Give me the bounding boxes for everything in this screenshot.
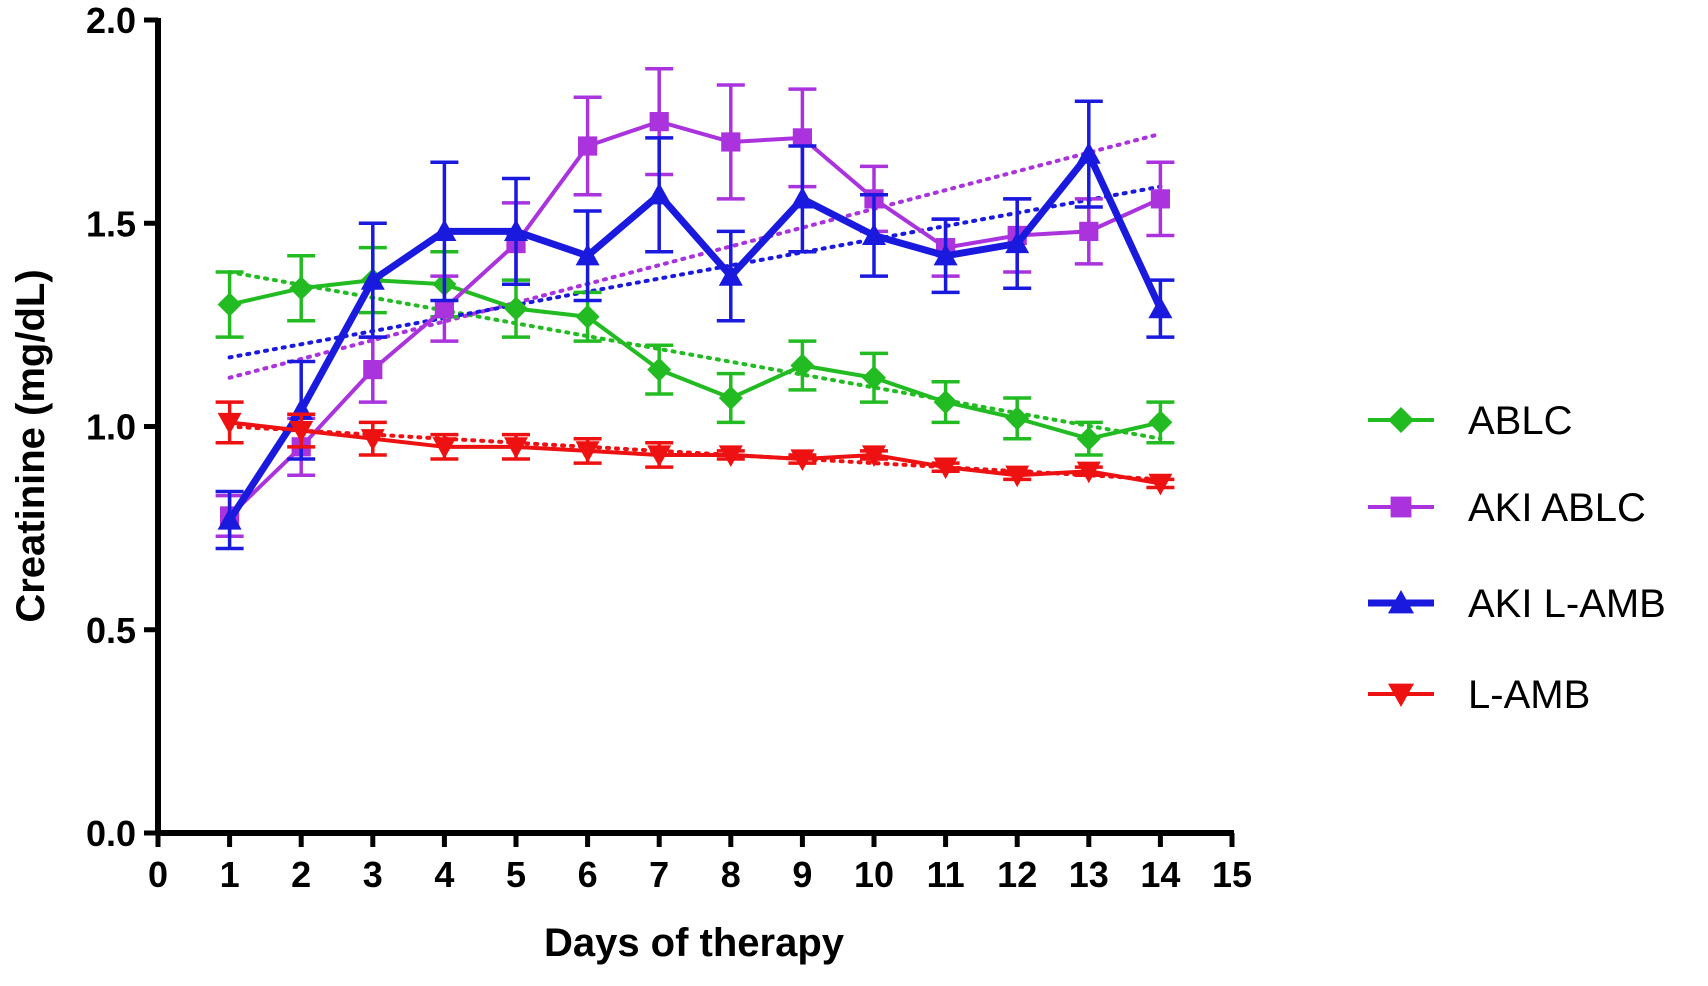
data-point-triangle (862, 223, 886, 246)
axes: 0.00.51.01.52.00 1 2 3 4 5 6 7 8 9 10 11 12 13 14 15 (86, 0, 1252, 895)
series-line (229, 278, 1161, 441)
x-tick-label: 3 (363, 854, 383, 895)
data-point-diamond (1148, 410, 1173, 435)
data-point-triangle-down (718, 445, 743, 467)
series-layer (215, 67, 1175, 551)
data-point-triangle (504, 219, 528, 241)
data-point-triangle-down (575, 441, 600, 463)
data-point-diamond (504, 296, 528, 321)
x-tick-label: 4 (434, 854, 454, 895)
series-l-amb (215, 400, 1175, 496)
data-point-diamond (217, 292, 242, 317)
x-tick-label: 6 (578, 854, 598, 895)
legend-label: AKI ABLC (1468, 486, 1646, 530)
x-tick-label: 12 (997, 854, 1037, 895)
y-tick-label: 1.5 (86, 203, 136, 244)
y-tick-label: 2.0 (86, 0, 136, 41)
data-point-diamond (790, 353, 815, 378)
data-point-triangle (718, 264, 743, 286)
legend-label: L-AMB (1468, 673, 1590, 717)
data-point-diamond (1388, 407, 1414, 433)
y-tick-label: 0.5 (86, 610, 136, 651)
data-point-diamond (1076, 426, 1101, 451)
data-point-triangle (1005, 231, 1030, 254)
y-axis-title: Creatinine (mg/dL) (9, 269, 53, 622)
x-tick-label: 1 (220, 854, 240, 895)
x-axis-title: Days of therapy (544, 921, 845, 965)
data-point-triangle (1076, 142, 1101, 164)
series-line (229, 420, 1161, 486)
legend: ABLC AKI ABLC AKI L-AMB L-AMB (1368, 399, 1666, 717)
data-point-diamond (647, 357, 672, 382)
legend-label: ABLC (1468, 399, 1573, 443)
data-point-triangle (432, 219, 457, 241)
data-point-triangle (933, 243, 958, 266)
y-tick-label: 1.0 (86, 407, 136, 448)
data-point-square (578, 136, 598, 156)
data-point-diamond (718, 386, 743, 411)
data-point-diamond (1005, 406, 1030, 431)
data-point-triangle-down (647, 445, 672, 467)
data-point-triangle-down (1076, 461, 1101, 484)
series-line (226, 150, 1164, 522)
data-point-diamond (933, 390, 958, 415)
y-tick-label: 0.0 (86, 813, 136, 854)
data-point-triangle-down (1005, 465, 1030, 488)
x-tick-label: 2 (291, 854, 311, 895)
data-point-square (1079, 221, 1099, 241)
data-point-triangle-down (289, 420, 314, 443)
legend-label: AKI L-AMB (1468, 582, 1666, 626)
data-point-square (649, 112, 669, 132)
data-point-diamond (289, 276, 314, 301)
data-point-diamond (862, 365, 886, 390)
data-point-square (792, 128, 812, 148)
series-line (228, 119, 1162, 518)
data-point-square (1390, 496, 1412, 518)
data-point-triangle-down (933, 457, 958, 480)
x-tick-label: 15 (1212, 854, 1252, 895)
data-point-triangle-down (504, 437, 528, 459)
x-tick-label: 8 (721, 854, 741, 895)
data-point-square (363, 359, 383, 380)
data-point-triangle (575, 243, 600, 266)
x-tick-label: 10 (854, 854, 894, 895)
data-point-triangle-down (790, 449, 815, 472)
data-point-triangle (360, 268, 385, 290)
data-point-triangle-down (432, 437, 457, 459)
data-point-square (1150, 189, 1170, 209)
data-point-triangle (1148, 296, 1173, 319)
data-point-triangle (790, 186, 815, 209)
x-tick-label: 7 (649, 854, 669, 895)
data-point-diamond (575, 304, 600, 329)
data-point-triangle-down (217, 412, 242, 435)
x-tick-label: 11 (927, 854, 965, 895)
x-tick-label: 13 (1069, 854, 1109, 895)
data-point-triangle-down (1388, 683, 1414, 707)
data-point-triangle-down (360, 429, 385, 451)
x-tick-label: 0 (148, 854, 168, 895)
trend-line (227, 131, 1163, 380)
x-tick-label: 9 (792, 854, 812, 895)
data-point-triangle-down (862, 445, 886, 467)
data-point-triangle (217, 507, 242, 530)
trend-lines (227, 131, 1163, 482)
x-tick-label: 14 (1140, 854, 1180, 895)
data-point-square (434, 299, 454, 319)
data-point-triangle (1388, 590, 1414, 614)
x-tick-label: 5 (506, 854, 526, 895)
data-point-triangle-down (1148, 473, 1173, 496)
data-point-square (721, 132, 741, 152)
data-point-triangle (647, 182, 672, 205)
